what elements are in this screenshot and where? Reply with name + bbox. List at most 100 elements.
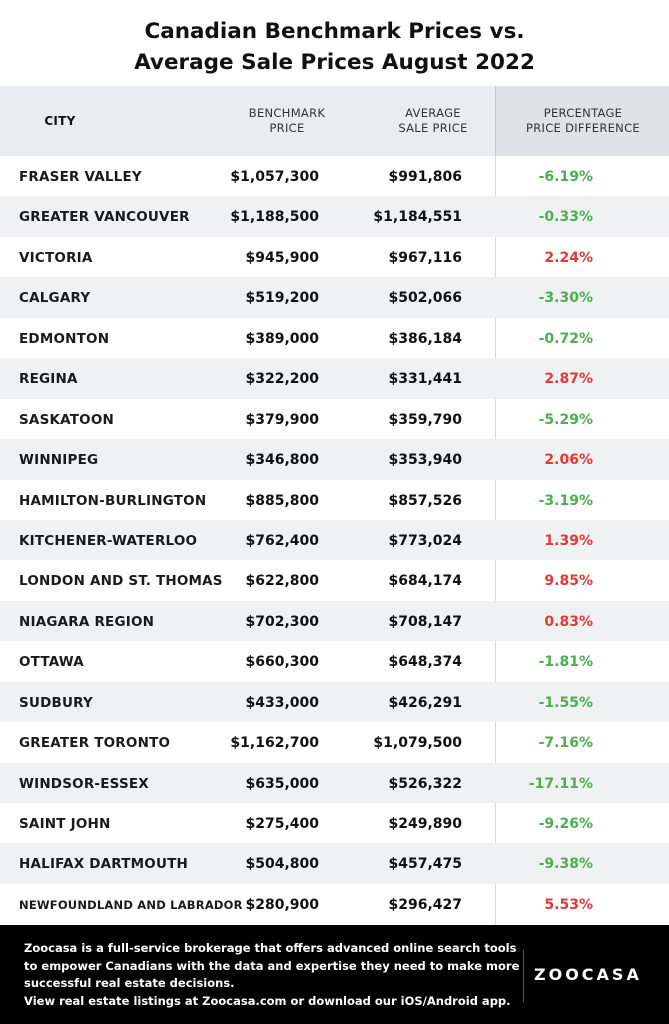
table-row: GREATER VANCOUVER $1,188,500 $1,184,551 -0.…	[0, 196, 669, 237]
cell-percentage-difference: -9.38%	[538, 856, 593, 873]
table-header: CITY BENCHMARK PRICE AVERAGE SALE PRICE …	[0, 86, 669, 156]
table-row: LONDON AND ST. THOMAS $622,800 $684,174 9.8…	[0, 560, 669, 600]
cell-benchmark-price: $622,800	[245, 573, 319, 590]
cell-city: FRASER VALLEY	[19, 169, 142, 185]
cell-average-sale-price: $331,441	[388, 371, 462, 388]
footer: Zoocasa is a full-service brokerage that…	[0, 925, 669, 1024]
cell-average-sale-price: $457,475	[388, 856, 462, 873]
cell-average-sale-price: $502,066	[388, 290, 462, 307]
cell-average-sale-price: $386,184	[388, 330, 462, 347]
table-row: CALGARY $519,200 $502,066 -3.30%	[0, 277, 669, 318]
cell-percentage-difference: -1.55%	[538, 694, 593, 711]
cell-percentage-difference: -9.26%	[538, 816, 593, 832]
header-city: CITY	[0, 86, 120, 156]
cell-benchmark-price: $280,900	[245, 896, 319, 913]
table-row: HALIFAX DARTMOUTH $504,800 $457,475 -9.38%	[0, 843, 669, 884]
cell-city: KITCHENER-WATERLOO	[19, 532, 198, 549]
zoocasa-logo: ZOOCASA	[534, 965, 642, 984]
cell-percentage-difference: 1.39%	[544, 532, 593, 549]
cell-benchmark-price: $660,300	[245, 654, 319, 671]
cell-city: GREATER VANCOUVER	[19, 209, 190, 226]
table-row: FRASER VALLEY $1,057,300 $991,806 -6.19%	[0, 156, 669, 196]
table-row: SAINT JOHN $275,400 $249,890 -9.26%	[0, 803, 669, 843]
footer-line-2: to empower Canadians with the data and e…	[24, 958, 520, 973]
cell-benchmark-price: $1,057,300	[230, 169, 319, 185]
table-row: VICTORIA $945,900 $967,116 2.24%	[0, 237, 669, 277]
cell-benchmark-price: $1,162,700	[230, 735, 319, 752]
cell-benchmark-price: $275,400	[245, 816, 319, 832]
header-benchmark: BENCHMARK PRICE	[232, 86, 342, 156]
table-row: KITCHENER-WATERLOO $762,400 $773,024 1.39%	[0, 519, 669, 561]
footer-line-1: Zoocasa is a full-service brokerage that…	[24, 941, 517, 955]
cell-percentage-difference: -3.30%	[538, 290, 593, 307]
cell-benchmark-price: $389,000	[245, 330, 319, 347]
cell-benchmark-price: $635,000	[245, 775, 319, 792]
cell-percentage-difference: 2.24%	[544, 249, 593, 266]
cell-benchmark-price: $519,200	[245, 290, 319, 307]
cell-average-sale-price: $1,079,500	[373, 735, 462, 752]
cell-benchmark-price: $433,000	[245, 694, 319, 711]
cell-percentage-difference: 9.85%	[544, 573, 593, 590]
cell-percentage-difference: -1.81%	[538, 654, 593, 671]
header-average: AVERAGE SALE PRICE	[378, 86, 488, 156]
cell-benchmark-price: $504,800	[245, 856, 319, 873]
footer-text: Zoocasa is a full-service brokerage that…	[24, 940, 520, 1010]
cell-percentage-difference: 0.83%	[544, 613, 593, 630]
header-benchmark-line-1: BENCHMARK	[248, 106, 326, 120]
cell-average-sale-price: $359,790	[388, 411, 462, 428]
cell-city: SUDBURY	[19, 694, 93, 711]
cell-city: LONDON AND ST. THOMAS	[19, 573, 223, 590]
cell-average-sale-price: $648,374	[388, 654, 462, 671]
table-row: EDMONTON $389,000 $386,184 -0.72%	[0, 318, 669, 358]
table-row: SUDBURY $433,000 $426,291 -1.55%	[0, 681, 669, 723]
cell-average-sale-price: $684,174	[388, 573, 462, 590]
cell-city: CALGARY	[19, 290, 91, 307]
page-title: Canadian Benchmark Prices vs. Average Sa…	[0, 16, 669, 78]
cell-city: HALIFAX DARTMOUTH	[19, 856, 189, 873]
cell-average-sale-price: $526,322	[388, 775, 462, 792]
footer-divider	[523, 950, 524, 1002]
cell-city: NEWFOUNDLAND AND LABRADOR	[19, 897, 243, 912]
cell-percentage-difference: 2.87%	[544, 371, 593, 388]
footer-line-3: successful real estate decisions.	[24, 976, 235, 990]
cell-benchmark-price: $945,900	[245, 249, 319, 266]
table-row: OTTAWA $660,300 $648,374 -1.81%	[0, 641, 669, 681]
cell-percentage-difference: 2.06%	[544, 452, 593, 469]
cell-city: VICTORIA	[19, 249, 93, 266]
cell-percentage-difference: -6.19%	[538, 169, 593, 185]
cell-city: NIAGARA REGION	[19, 613, 155, 630]
table-body: FRASER VALLEY $1,057,300 $991,806 -6.19% GRE…	[0, 156, 669, 924]
cell-benchmark-price: $762,400	[245, 532, 319, 549]
cell-city: EDMONTON	[19, 330, 110, 347]
cell-average-sale-price: $296,427	[388, 896, 462, 913]
cell-average-sale-price: $991,806	[388, 169, 462, 185]
cell-average-sale-price: $967,116	[388, 249, 462, 266]
table-row: REGINA $322,200 $331,441 2.87%	[0, 358, 669, 399]
cell-benchmark-price: $322,200	[245, 371, 319, 388]
cell-percentage-difference: -3.19%	[538, 492, 593, 509]
title-line-2: Average Sale Prices August 2022	[134, 50, 535, 75]
cell-benchmark-price: $885,800	[245, 492, 319, 509]
cell-benchmark-price: $702,300	[245, 613, 319, 630]
table-row: SASKATOON $379,900 $359,790 -5.29%	[0, 399, 669, 439]
cell-average-sale-price: $249,890	[388, 816, 462, 832]
cell-percentage-difference: -5.29%	[538, 411, 593, 428]
cell-city: HAMILTON-BURLINGTON	[19, 492, 207, 509]
cell-city: SAINT JOHN	[19, 816, 111, 832]
header-average-line-1: AVERAGE	[405, 106, 461, 120]
cell-city: GREATER TORONTO	[19, 735, 171, 752]
header-percentage-line-2: PRICE DIFFERENCE	[526, 121, 640, 135]
cell-average-sale-price: $1,184,551	[373, 209, 462, 226]
cell-percentage-difference: 5.53%	[544, 896, 593, 913]
cell-city: WINDSOR-ESSEX	[19, 775, 149, 792]
cell-city: REGINA	[19, 371, 78, 388]
table-row: NEWFOUNDLAND AND LABRADOR $280,900 $296,42…	[0, 884, 669, 924]
cell-average-sale-price: $426,291	[388, 694, 462, 711]
cell-city: OTTAWA	[19, 654, 84, 671]
header-percentage-line-1: PERCENTAGE	[543, 106, 623, 120]
cell-average-sale-price: $773,024	[388, 532, 462, 549]
header-city-label: CITY	[44, 113, 76, 128]
header-benchmark-line-2: PRICE	[269, 121, 305, 135]
table-row: WINNIPEG $346,800 $353,940 2.06%	[0, 439, 669, 480]
cell-percentage-difference: -7.16%	[538, 735, 593, 752]
